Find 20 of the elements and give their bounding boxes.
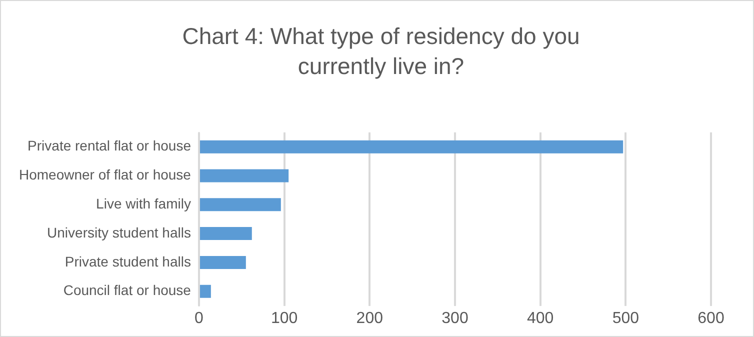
y-tick-label: Homeowner of flat or house [18, 166, 192, 183]
x-tick-label: 100 [270, 310, 298, 327]
x-tick-label: 300 [442, 310, 468, 327]
x-tick-label: 200 [356, 310, 384, 327]
bar [200, 256, 246, 269]
y-tick-label: Private rental flat or house [28, 138, 192, 154]
bar [200, 227, 252, 240]
x-tick-label: 500 [612, 310, 640, 327]
x-tick-label: 0 [194, 310, 204, 327]
bar [200, 169, 289, 182]
bar [200, 198, 281, 212]
chart-title: Chart 4: What type of residency do you currently live in? [181, 22, 581, 81]
y-tick-label: Private student halls [64, 253, 191, 270]
bar [200, 140, 624, 154]
x-tick-label: 400 [526, 310, 554, 327]
y-tick-label: University student halls [47, 224, 191, 240]
bar [200, 284, 211, 298]
y-tick-label: Council flat or house [63, 282, 192, 298]
y-tick-label: Live with family [96, 196, 191, 212]
x-tick-label: 600 [698, 310, 724, 327]
